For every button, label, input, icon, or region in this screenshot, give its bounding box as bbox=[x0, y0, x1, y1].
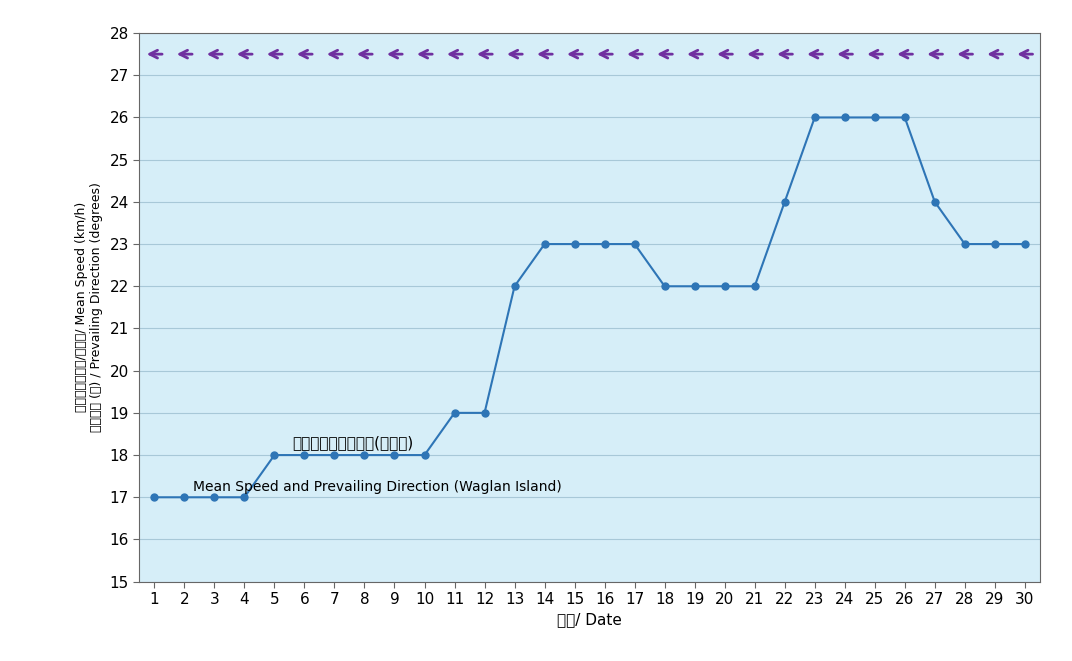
Y-axis label: 平均風速（公里/小時）/ Mean Speed (km/h)
盛行風向 (度) / Prevailing Direction (degrees): 平均風速（公里/小時）/ Mean Speed (km/h) 盛行風向 (度) … bbox=[75, 182, 103, 432]
Text: Mean Speed and Prevailing Direction (Waglan Island): Mean Speed and Prevailing Direction (Wag… bbox=[193, 480, 562, 494]
Text: 平均風速及盛行風向(橫瀀島): 平均風速及盛行風向(橫瀀島) bbox=[293, 435, 414, 450]
X-axis label: 日期/ Date: 日期/ Date bbox=[557, 613, 622, 628]
